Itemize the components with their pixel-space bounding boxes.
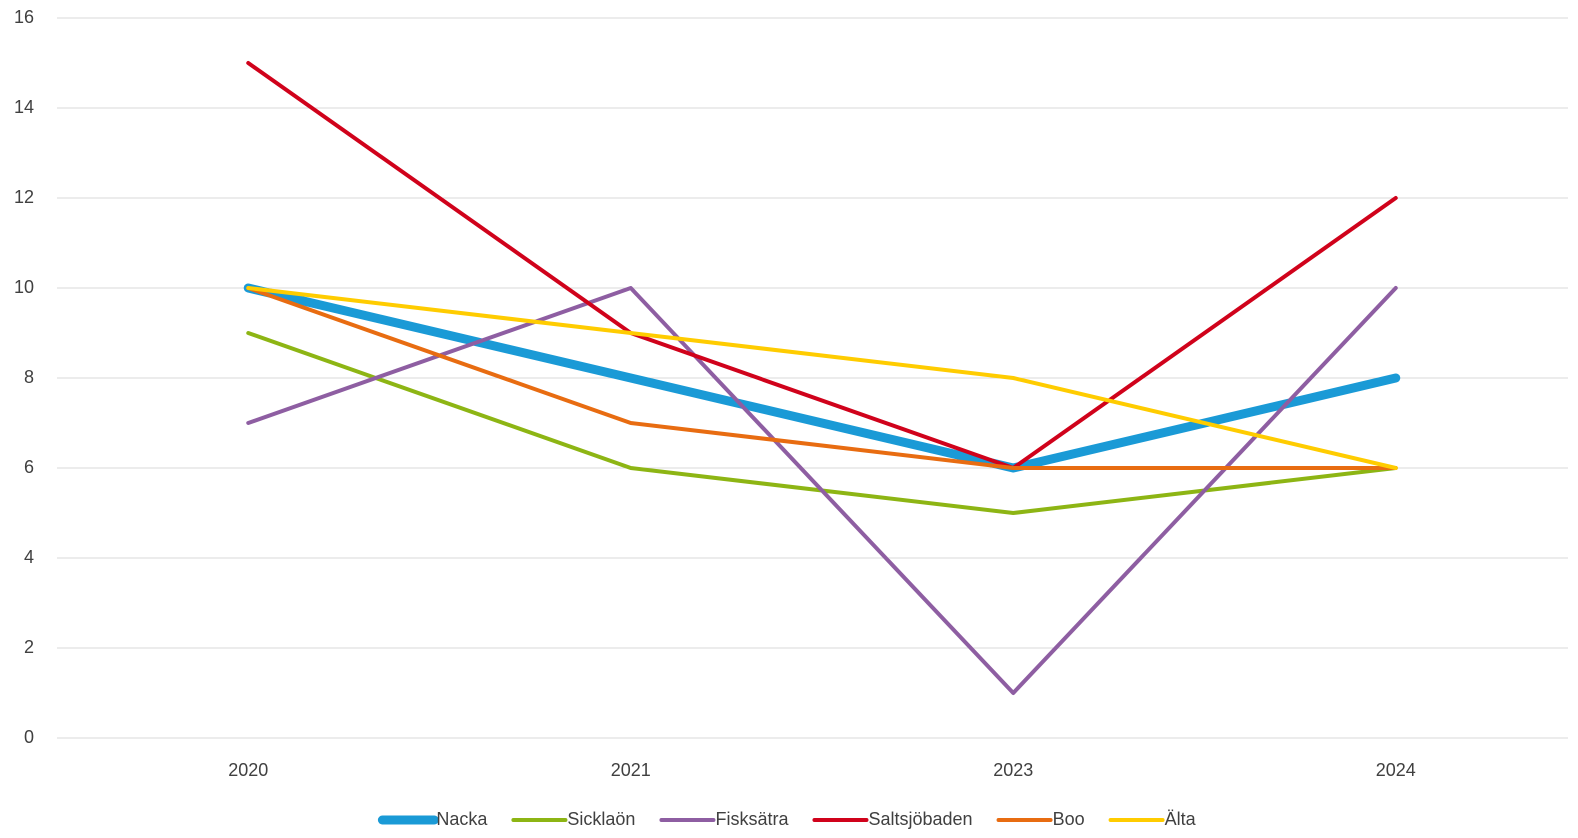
y-tick-label: 14	[14, 97, 34, 117]
x-tick-label: 2020	[228, 760, 268, 780]
y-tick-label: 16	[14, 7, 34, 27]
y-tick-label: 6	[24, 457, 34, 477]
x-tick-label: 2021	[611, 760, 651, 780]
series-line	[246, 286, 1398, 470]
x-tick-label: 2023	[993, 760, 1033, 780]
y-tick-label: 4	[24, 547, 34, 567]
legend-label: Älta	[1165, 809, 1197, 829]
legend-label: Saltsjöbaden	[868, 809, 972, 829]
legend: Nacka Sicklaön Fisksätra Saltsjöbaden Boo Ält…	[377, 809, 1197, 829]
y-tick-label: 10	[14, 277, 34, 297]
y-tick-label: 8	[24, 367, 34, 387]
legend-label: Boo	[1053, 809, 1085, 829]
y-tick-label: 12	[14, 187, 34, 207]
y-tick-label: 0	[24, 727, 34, 747]
series-line	[246, 61, 1398, 470]
y-tick-label: 2	[24, 637, 34, 657]
legend-label: Sicklaön	[567, 809, 635, 829]
series-line	[246, 286, 1398, 470]
legend-label: Nacka	[436, 809, 488, 829]
legend-label: Fisksätra	[715, 809, 789, 829]
x-tick-label: 2024	[1376, 760, 1416, 780]
